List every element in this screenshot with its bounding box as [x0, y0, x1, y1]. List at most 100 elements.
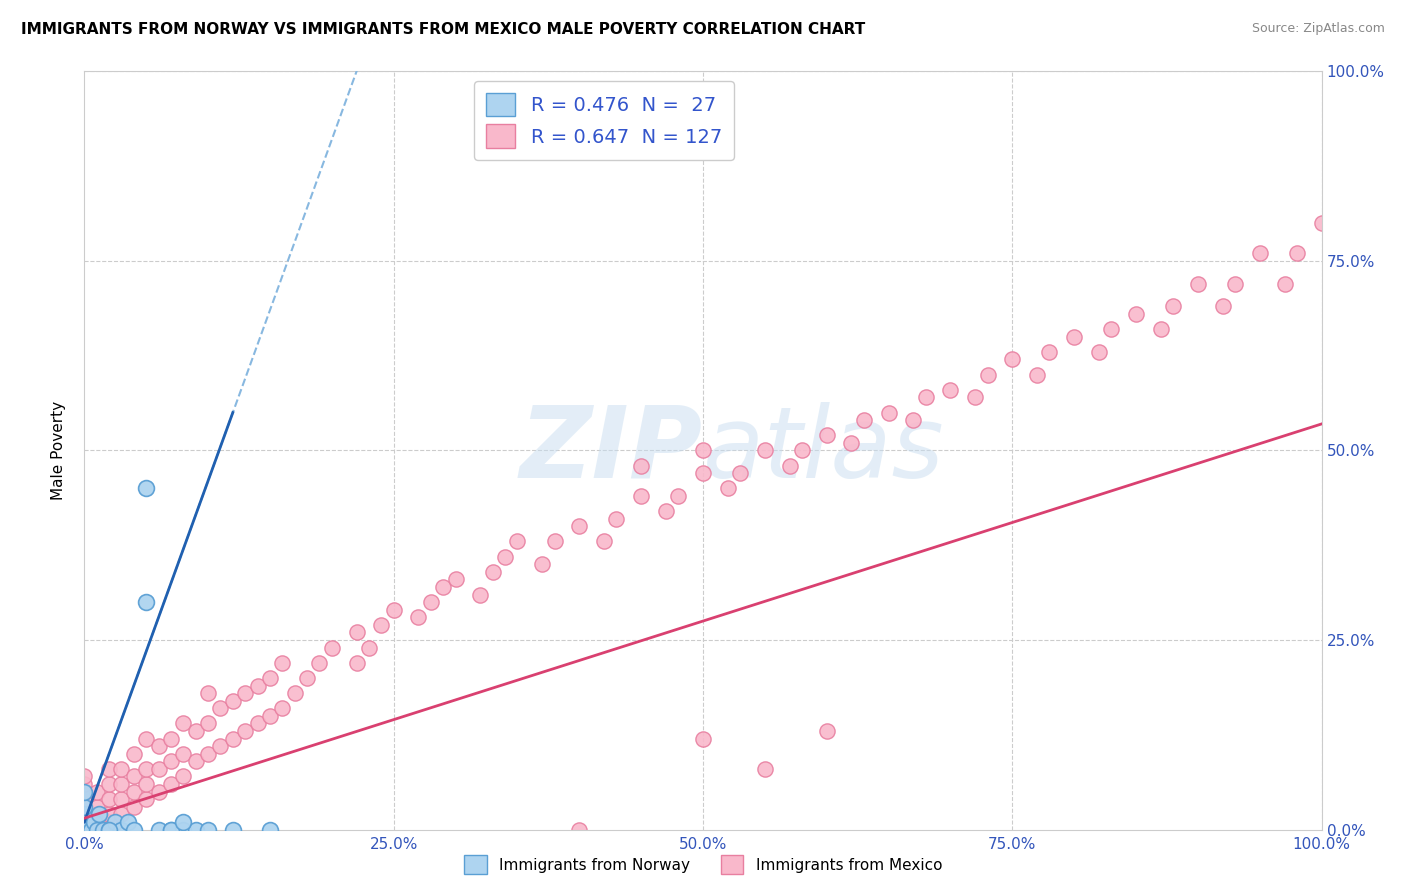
Text: ZIP: ZIP	[520, 402, 703, 499]
Point	[754, 443, 776, 458]
Point	[98, 815, 121, 830]
Point	[346, 656, 368, 670]
Point	[148, 739, 170, 753]
Point	[295, 671, 318, 685]
Point	[222, 731, 245, 746]
Point	[86, 815, 108, 830]
Point	[135, 792, 157, 806]
Point	[160, 755, 183, 769]
Point	[91, 822, 114, 837]
Point	[184, 724, 207, 739]
Point	[790, 443, 813, 458]
Point	[79, 822, 101, 837]
Point	[370, 617, 392, 632]
Point	[73, 807, 96, 822]
Point	[184, 822, 207, 837]
Legend: R = 0.476  N =  27, R = 0.647  N = 127: R = 0.476 N = 27, R = 0.647 N = 127	[474, 81, 734, 160]
Point	[419, 595, 441, 609]
Point	[110, 762, 132, 776]
Point	[754, 762, 776, 776]
Text: IMMIGRANTS FROM NORWAY VS IMMIGRANTS FROM MEXICO MALE POVERTY CORRELATION CHART: IMMIGRANTS FROM NORWAY VS IMMIGRANTS FRO…	[21, 22, 865, 37]
Point	[172, 815, 194, 830]
Point	[122, 800, 145, 814]
Point	[593, 534, 616, 549]
Point	[73, 815, 96, 830]
Point	[543, 534, 565, 549]
Point	[117, 815, 139, 830]
Point	[73, 769, 96, 784]
Point	[135, 595, 157, 609]
Point	[98, 822, 121, 837]
Point	[122, 769, 145, 784]
Point	[98, 822, 121, 837]
Point	[568, 519, 591, 533]
Text: atlas: atlas	[703, 402, 945, 499]
Point	[122, 747, 145, 761]
Point	[73, 815, 96, 830]
Point	[271, 701, 294, 715]
Point	[444, 573, 467, 587]
Point	[122, 785, 145, 799]
Point	[1285, 246, 1308, 260]
Point	[73, 777, 96, 791]
Point	[135, 762, 157, 776]
Point	[98, 777, 121, 791]
Point	[605, 512, 627, 526]
Point	[815, 428, 838, 442]
Point	[73, 785, 96, 799]
Point	[110, 792, 132, 806]
Point	[259, 708, 281, 723]
Point	[1026, 368, 1049, 382]
Point	[692, 731, 714, 746]
Point	[1038, 344, 1060, 359]
Point	[83, 815, 105, 830]
Point	[308, 656, 330, 670]
Point	[1274, 277, 1296, 291]
Point	[135, 777, 157, 791]
Point	[110, 777, 132, 791]
Point	[914, 391, 936, 405]
Point	[841, 436, 863, 450]
Point	[1001, 352, 1024, 367]
Point	[432, 580, 454, 594]
Point	[408, 610, 430, 624]
Point	[148, 762, 170, 776]
Point	[233, 724, 256, 739]
Point	[184, 755, 207, 769]
Point	[209, 701, 232, 715]
Point	[965, 391, 987, 405]
Point	[222, 694, 245, 708]
Point	[172, 747, 194, 761]
Point	[172, 716, 194, 731]
Point	[1088, 344, 1111, 359]
Point	[903, 413, 925, 427]
Point	[197, 822, 219, 837]
Point	[160, 822, 183, 837]
Point	[346, 625, 368, 640]
Point	[104, 815, 127, 830]
Point	[630, 458, 652, 473]
Text: Source: ZipAtlas.com: Source: ZipAtlas.com	[1251, 22, 1385, 36]
Point	[86, 807, 108, 822]
Point	[148, 785, 170, 799]
Point	[110, 822, 132, 837]
Point	[1249, 246, 1271, 260]
Point	[160, 777, 183, 791]
Point	[815, 724, 838, 739]
Point	[728, 467, 751, 481]
Point	[470, 588, 492, 602]
Point	[1212, 300, 1234, 314]
Point	[197, 747, 219, 761]
Point	[73, 822, 96, 837]
Legend: Immigrants from Norway, Immigrants from Mexico: Immigrants from Norway, Immigrants from …	[458, 849, 948, 880]
Point	[98, 792, 121, 806]
Point	[877, 405, 900, 420]
Point	[494, 549, 516, 564]
Point	[172, 769, 194, 784]
Point	[73, 807, 96, 822]
Point	[233, 686, 256, 700]
Point	[1099, 322, 1122, 336]
Point	[89, 807, 111, 822]
Point	[98, 807, 121, 822]
Point	[655, 504, 678, 518]
